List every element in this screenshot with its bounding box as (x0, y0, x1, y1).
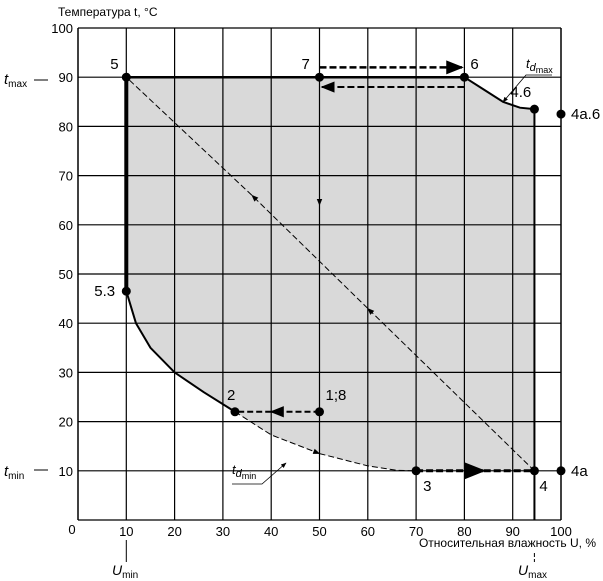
y-tick-label: 50 (59, 267, 73, 282)
point-4 (529, 466, 539, 476)
x-axis-label: Относительная влажность U, % (419, 536, 596, 550)
svg-text:tdmin: tdmin (232, 462, 256, 481)
point-label: 2 (227, 387, 235, 404)
point-5.3 (121, 286, 131, 296)
point-label: 1;8 (326, 387, 347, 404)
u-max-symbol: U (518, 562, 529, 578)
point-label: 5.3 (94, 283, 115, 300)
td-min-label: tdmin (232, 462, 287, 485)
point-label: 6 (470, 56, 478, 73)
point-6 (459, 72, 469, 82)
point-label: 4 (539, 478, 547, 495)
y-tick-label: 80 (59, 119, 73, 134)
point-label: 3 (423, 478, 431, 495)
x-tick-label: 50 (312, 524, 326, 539)
t-min-symbol: t (4, 463, 9, 480)
point-3 (411, 466, 421, 476)
u-min-symbol: U (112, 562, 123, 578)
y-tick-label: 40 (59, 316, 73, 331)
point-4a (556, 466, 566, 476)
x-tick-label: 40 (264, 524, 278, 539)
diagonal-4-5-a (367, 307, 535, 472)
x-tick-label: 70 (409, 524, 423, 539)
point-label: 7 (302, 56, 310, 73)
t-max-symbol: t (4, 71, 9, 88)
x-tick-label: 10 (119, 524, 133, 539)
u-max-marker: Umax (518, 553, 547, 581)
point-2 (230, 407, 240, 417)
svg-text:tmax: tmax (4, 71, 27, 90)
diagonal-4-5-c (125, 76, 253, 196)
td-max-label: tdmax (502, 56, 553, 103)
u-max-sub: max (528, 570, 547, 581)
x-tick-label: 30 (216, 524, 230, 539)
t-min-sub: min (8, 471, 24, 482)
point-7 (315, 72, 324, 82)
y-tick-label: 10 (59, 464, 73, 479)
lines-layer (124, 60, 535, 480)
t-max-sub: max (8, 79, 27, 90)
td-min-curve-a (234, 411, 321, 455)
svg-text:Umin: Umin (112, 562, 138, 581)
point-label: 4.6 (510, 84, 531, 101)
y-tick-label: 100 (51, 21, 73, 36)
t-min-marker: tmin (4, 463, 48, 482)
point-1;8 (315, 407, 324, 417)
y-tick-label: 90 (59, 70, 73, 85)
y-tick-label: 60 (59, 218, 73, 233)
svg-text:tdmax: tdmax (526, 56, 553, 75)
lower-solid-curve (125, 290, 236, 413)
u-min-marker: Umin (112, 540, 138, 581)
svg-text:tmin: tmin (4, 463, 24, 482)
grid-layer: 0 10 20 30 40 50 60 70 80 90 100 10 20 30 40 50 60 70 80 90… (51, 21, 572, 539)
y-axis-label: Температура t, °C (58, 5, 158, 19)
y-tick-label: 20 (59, 415, 73, 430)
y-tick-label: 70 (59, 169, 73, 184)
y-tick-label: 30 (59, 365, 73, 380)
point-5 (121, 72, 131, 82)
x-tick-label: 90 (505, 524, 519, 539)
point-4.6 (529, 104, 539, 114)
point-label: 4a.6 (571, 106, 600, 123)
t-max-marker: tmax (4, 71, 48, 90)
td-min-curve-b (319, 453, 417, 472)
u-min-sub: min (122, 570, 138, 581)
x-tick-label: 60 (361, 524, 375, 539)
x-tick-label: 0 (68, 522, 75, 537)
point-label: 4a (571, 463, 588, 480)
point-4a.6 (556, 109, 566, 119)
points-layer: 5 7 6 4.6 4a.6 5.3 2 1;8 3 4 4a (94, 56, 600, 495)
svg-text:Umax: Umax (518, 562, 547, 581)
x-tick-label: 80 (457, 524, 471, 539)
x-tick-label: 100 (550, 524, 572, 539)
x-tick-label: 20 (167, 524, 181, 539)
point-label: 5 (110, 56, 118, 73)
